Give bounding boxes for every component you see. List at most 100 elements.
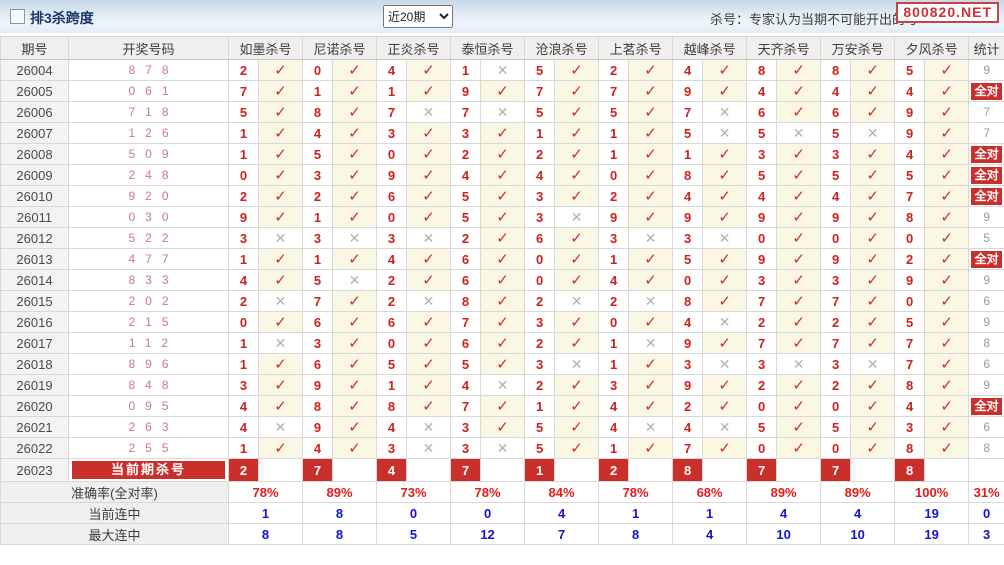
kill-number-cell: 3 [376, 227, 408, 249]
kill-number-cell: 7 [302, 290, 334, 312]
check-icon: ✓ [274, 146, 287, 163]
kill-result-cell: ✓ [480, 143, 526, 165]
kill-result-cell: ✓ [480, 269, 526, 291]
kill-number-cell: 3 [376, 437, 408, 459]
current-kill-number-cell: 8 [672, 458, 704, 482]
cross-icon: ✕ [274, 418, 287, 435]
kill-result-cell [850, 458, 896, 482]
kill-result-cell: ✕ [702, 101, 748, 123]
check-icon: ✓ [940, 83, 953, 100]
kill-result-cell: ✓ [406, 206, 452, 228]
kill-result-cell: ✓ [554, 59, 600, 81]
kill-number-cell: 2 [450, 227, 482, 249]
check-icon: ✓ [570, 272, 583, 289]
current-kill-number-cell: 7 [746, 458, 778, 482]
kill-number-cell: 1 [672, 143, 704, 165]
kill-result-cell: ✓ [702, 437, 748, 459]
check-icon: ✓ [570, 419, 583, 436]
chart-toggle-checkbox[interactable] [10, 9, 25, 24]
check-icon: ✓ [570, 125, 583, 142]
kill-result-cell: ✕ [850, 353, 896, 375]
kill-result-cell: ✓ [406, 248, 452, 270]
check-icon: ✓ [570, 167, 583, 184]
kill-number-cell: 0 [894, 290, 926, 312]
check-icon: ✓ [718, 293, 731, 310]
kill-number-cell: 2 [524, 290, 556, 312]
kill-result-cell: ✓ [776, 206, 822, 228]
summary-label-cell: 最大连中 [0, 523, 229, 545]
kill-result-cell: ✓ [850, 416, 896, 438]
period-range-select[interactable]: 近20期 [383, 5, 453, 28]
cross-icon: ✕ [644, 229, 657, 246]
kill-result-cell: ✓ [776, 185, 822, 207]
stat-cell: 9 [968, 59, 1004, 81]
cross-icon: ✕ [496, 61, 509, 78]
table-row: 26010 920 2 ✓ 2 ✓ 6 ✓ 5 ✓ 3 ✓ 2 ✓ 4 ✓ 4 ✓ 4 ✓ 7 ✓ 全对 [0, 185, 1004, 207]
check-icon: ✓ [348, 104, 361, 121]
kill-result-cell: ✓ [924, 311, 970, 333]
kill-result-cell: ✓ [554, 227, 600, 249]
kill-number-cell: 4 [302, 122, 334, 144]
kill-result-cell: ✓ [924, 374, 970, 396]
kill-number-cell: 6 [450, 269, 482, 291]
cross-icon: ✕ [718, 313, 731, 330]
kill-result-cell: ✓ [554, 101, 600, 123]
kill-number-cell: 3 [746, 143, 778, 165]
kill-result-cell: ✓ [924, 395, 970, 417]
check-icon: ✓ [644, 83, 657, 100]
kill-number-cell: 3 [524, 353, 556, 375]
check-icon: ✓ [422, 83, 435, 100]
summary-value-cell: 1 [598, 502, 674, 524]
check-icon: ✓ [348, 167, 361, 184]
check-icon: ✓ [644, 62, 657, 79]
kill-result-cell: ✓ [554, 437, 600, 459]
kill-result-cell: ✓ [554, 395, 600, 417]
stat-cell: 9 [968, 206, 1004, 228]
cross-icon: ✕ [718, 124, 731, 141]
cross-icon: ✕ [866, 124, 879, 141]
kill-number-cell: 3 [524, 206, 556, 228]
kill-result-cell: ✓ [702, 332, 748, 354]
check-icon: ✓ [792, 377, 805, 394]
kill-number-cell: 3 [302, 164, 334, 186]
kill-result-cell: ✓ [480, 311, 526, 333]
kill-number-cell: 9 [894, 122, 926, 144]
check-icon: ✓ [422, 251, 435, 268]
kill-result-cell: ✓ [332, 290, 378, 312]
kill-result-cell: ✓ [850, 206, 896, 228]
kill-number-cell: 7 [524, 80, 556, 102]
kill-number-cell: 2 [894, 248, 926, 270]
kill-result-cell: ✓ [924, 101, 970, 123]
kill-number-cell: 5 [450, 353, 482, 375]
kill-result-cell: ✕ [702, 353, 748, 375]
current-kill-number-cell: 7 [820, 458, 852, 482]
kill-number-cell: 3 [302, 227, 334, 249]
kill-result-cell: ✕ [702, 122, 748, 144]
kill-number-cell: 4 [894, 395, 926, 417]
draw-numbers-cell: 248 [68, 164, 229, 186]
stat-cell: 6 [968, 416, 1004, 438]
check-icon: ✓ [274, 356, 287, 373]
all-correct-badge: 全对 [971, 145, 1003, 163]
kill-result-cell: ✕ [702, 311, 748, 333]
period-cell: 26018 [0, 353, 69, 375]
check-icon: ✓ [940, 125, 953, 142]
kill-result-cell [628, 458, 674, 482]
summary-stat-cell: 31% [968, 481, 1004, 503]
kill-result-cell: ✓ [332, 185, 378, 207]
check-icon: ✓ [496, 356, 509, 373]
kill-result-cell: ✓ [924, 332, 970, 354]
kill-number-cell: 5 [894, 164, 926, 186]
stat-cell: 8 [968, 437, 1004, 459]
kill-result-cell: ✕ [554, 290, 600, 312]
kill-result-cell: ✓ [850, 395, 896, 417]
kill-result-cell: ✓ [628, 437, 674, 459]
check-icon: ✓ [422, 62, 435, 79]
kill-result-cell: ✕ [257, 416, 304, 438]
kill-number-cell: 9 [302, 374, 334, 396]
kill-result-cell: ✓ [257, 374, 304, 396]
kill-result-cell: ✓ [924, 416, 970, 438]
summary-value-cell: 1 [227, 502, 304, 524]
check-icon: ✓ [644, 209, 657, 226]
kill-number-cell: 1 [302, 206, 334, 228]
